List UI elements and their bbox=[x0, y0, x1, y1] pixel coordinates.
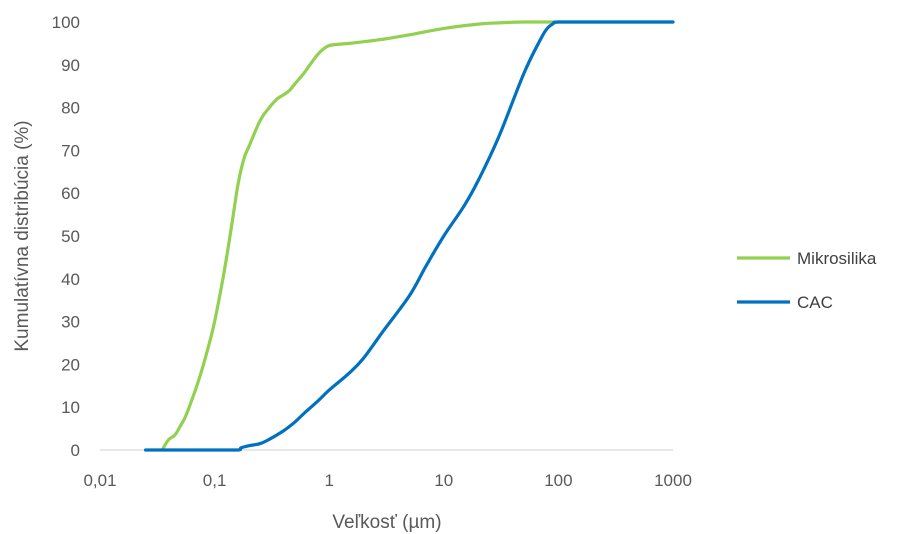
y-tick-label: 70 bbox=[61, 141, 80, 160]
y-axis-title: Kumulatívna distribúcia (%) bbox=[12, 120, 33, 351]
x-tick-label: 10 bbox=[434, 471, 453, 490]
y-tick-label: 20 bbox=[61, 355, 80, 374]
y-tick-label: 60 bbox=[61, 184, 80, 203]
y-tick-label: 0 bbox=[71, 441, 80, 460]
y-tick-label: 80 bbox=[61, 99, 80, 118]
legend: Mikrosilika CAC bbox=[737, 249, 877, 312]
legend-label-mikrosilika: Mikrosilika bbox=[797, 249, 877, 268]
x-axis-title: Veľkosť (µm) bbox=[332, 512, 441, 533]
x-tick-label: 100 bbox=[544, 471, 572, 490]
y-tick-label: 30 bbox=[61, 313, 80, 332]
x-tick-label: 0,01 bbox=[83, 471, 116, 490]
series-line-cac bbox=[144, 20, 675, 452]
x-tick-label: 0,1 bbox=[203, 471, 227, 490]
y-tick-label: 90 bbox=[61, 56, 80, 75]
y-tick-label: 50 bbox=[61, 227, 80, 246]
series-lines bbox=[144, 20, 675, 452]
series-line-mikrosilika bbox=[160, 20, 675, 452]
y-tick-label: 40 bbox=[61, 270, 80, 289]
legend-label-cac: CAC bbox=[797, 293, 833, 312]
y-tick-label: 10 bbox=[61, 398, 80, 417]
x-tick-labels: 0,01 0,1 1 10 100 1000 bbox=[83, 471, 691, 490]
y-tick-labels: 0 10 20 30 40 50 60 70 80 90 100 bbox=[52, 13, 80, 460]
y-tick-label: 100 bbox=[52, 13, 80, 32]
x-tick-label: 1000 bbox=[654, 471, 692, 490]
x-tick-label: 1 bbox=[324, 471, 333, 490]
